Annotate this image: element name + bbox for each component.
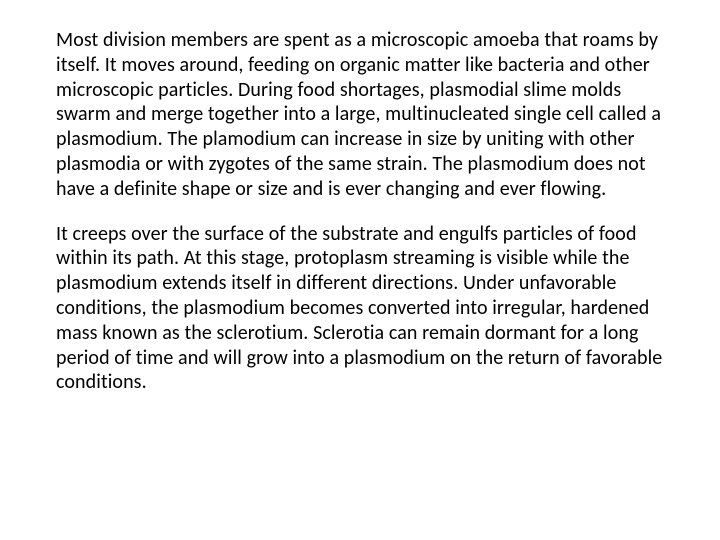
paragraph-1: Most division members are spent as a mic… [56, 28, 664, 202]
paragraph-2: It creeps over the surface of the substr… [56, 222, 664, 396]
document-slide: Most division members are spent as a mic… [0, 0, 720, 540]
